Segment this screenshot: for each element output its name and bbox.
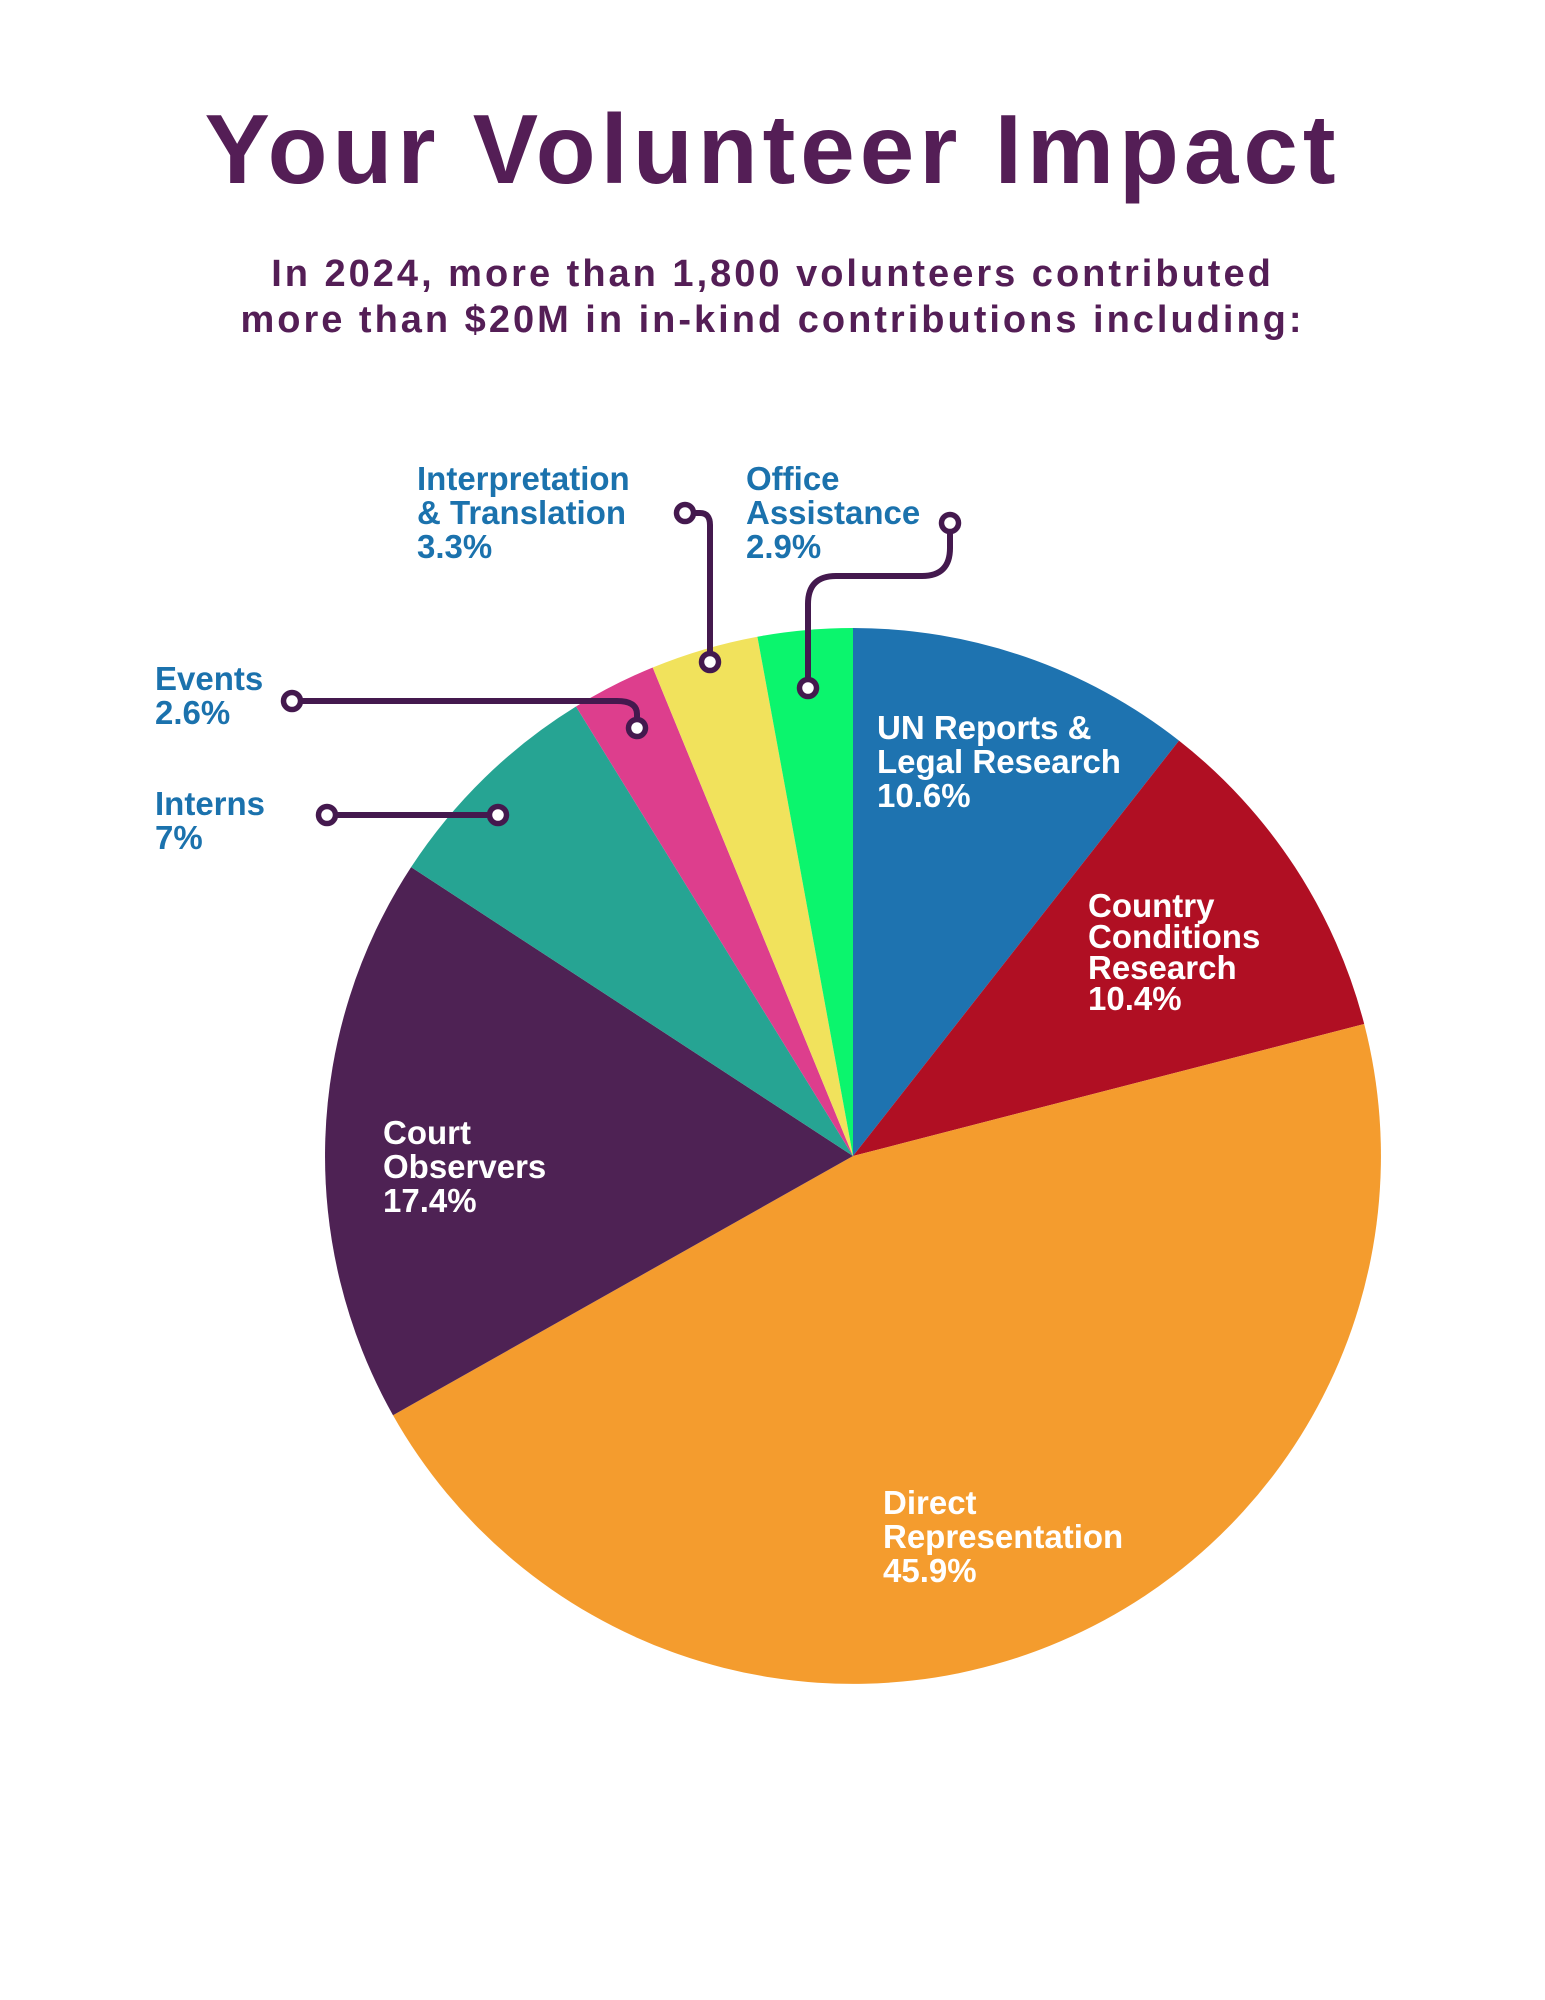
- label-percent: 17.4%: [383, 1182, 477, 1219]
- subtitle-line-2: more than $20M in in-kind contributions …: [240, 299, 1305, 341]
- leader-interpretation-translation: [694, 510, 713, 652]
- pie-slice-office-assistance: [757, 628, 853, 1156]
- label-line: Interns: [155, 785, 266, 822]
- marker-interpretation-pie-end: [698, 650, 722, 674]
- label-interns: Interns 7%: [155, 787, 265, 855]
- pie-slice-court-observers: [325, 867, 853, 1416]
- label-percent: 10.6%: [877, 777, 971, 814]
- marker-office-label-end: [938, 511, 962, 535]
- label-line: Legal Research: [877, 743, 1121, 780]
- label-line: UN Reports &: [877, 709, 1092, 746]
- pie-slice-un-reports-legal-research: [853, 628, 1179, 1156]
- label-percent: 10.4%: [1088, 980, 1182, 1017]
- pie-slice-interpretation-translation: [652, 636, 853, 1156]
- label-line: Country: [1088, 887, 1215, 924]
- marker-events-pie-end: [625, 716, 649, 740]
- leader-events: [301, 698, 640, 719]
- label-line: Assistance: [746, 494, 921, 531]
- label-line: & Translation: [417, 494, 627, 531]
- pie-slices: [325, 628, 1381, 1684]
- pie-slice-direct-representation: [393, 1024, 1381, 1684]
- pie-slice-interns: [411, 706, 853, 1156]
- label-office-assistance: Office Assistance 2.9%: [746, 462, 920, 564]
- marker-interpretation-label-end: [673, 501, 697, 525]
- label-line: Events: [155, 660, 264, 697]
- label-line: Observers: [383, 1148, 547, 1185]
- label-direct-representation: Direct Representation 45.9%: [883, 1486, 1123, 1588]
- label-court-observers: Court Observers 17.4%: [383, 1116, 546, 1218]
- label-percent: 7%: [155, 819, 203, 856]
- marker-interns-pie-end: [486, 803, 510, 827]
- label-line: Conditions: [1088, 918, 1261, 955]
- subtitle-line-1: In 2024, more than 1,800 volunteers cont…: [271, 253, 1274, 295]
- page-subtitle: In 2024, more than 1,800 volunteers cont…: [0, 251, 1545, 343]
- leader-lines: [280, 501, 962, 827]
- leader-office-assistance: [805, 531, 953, 678]
- marker-events-label-end: [280, 689, 304, 713]
- label-percent: 45.9%: [883, 1552, 977, 1589]
- label-line: Office: [746, 460, 840, 497]
- pie-slice-country-conditions-research: [853, 740, 1365, 1156]
- pie-slice-events: [576, 667, 853, 1156]
- label-events: Events 2.6%: [155, 662, 263, 730]
- label-percent: 2.9%: [746, 528, 822, 565]
- label-line: Direct: [883, 1484, 977, 1521]
- label-line: Representation: [883, 1518, 1124, 1555]
- marker-interns-label-end: [315, 803, 339, 827]
- label-line: Interpretation: [417, 460, 630, 497]
- label-un-reports-legal-research: UN Reports & Legal Research 10.6%: [877, 711, 1121, 813]
- page-title: Your Volunteer Impact: [204, 94, 1341, 204]
- marker-office-pie-end: [796, 676, 820, 700]
- label-interpretation-translation: Interpretation & Translation 3.3%: [417, 462, 630, 564]
- label-country-conditions-research: Country Conditions Research 10.4%: [1088, 887, 1261, 1017]
- label-line: Court: [383, 1114, 471, 1151]
- label-percent: 2.6%: [155, 694, 231, 731]
- label-percent: 3.3%: [417, 528, 493, 565]
- label-line: Research: [1088, 949, 1237, 986]
